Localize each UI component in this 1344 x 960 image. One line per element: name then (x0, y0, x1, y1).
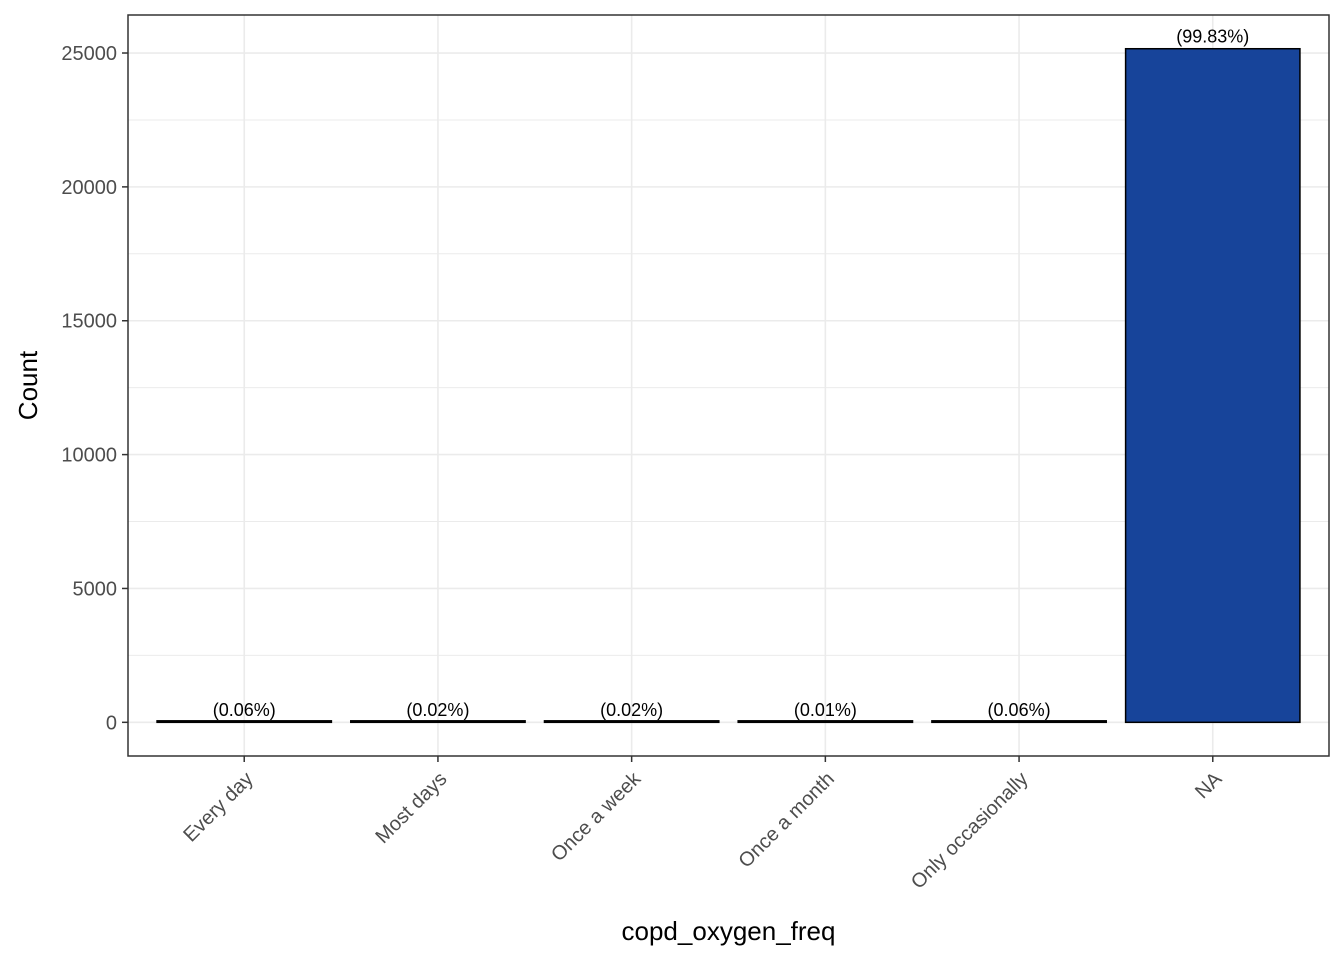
bar-na (1124, 47, 1301, 724)
data-label: (99.83%) (1176, 27, 1249, 47)
bar-once-a-week (543, 720, 720, 724)
x-tick-label: Most days (371, 768, 451, 848)
x-tick-label: Every day (179, 768, 257, 846)
y-tick-label: 20000 (61, 177, 117, 199)
bar-most-days (350, 720, 526, 724)
y-axis-title: Count (13, 350, 43, 420)
panel-border (127, 14, 1330, 757)
data-label: (0.06%) (213, 700, 276, 720)
y-tick-label: 10000 (61, 445, 117, 467)
data-labels: (0.06%) (0.02%) (0.02%) (0.01%) (0.06%) (99.8… (213, 27, 1250, 721)
x-axis-title: copd_oxygen_freq (622, 916, 836, 946)
x-axis: Every day Most days Once a week Once a mont… (179, 756, 1227, 894)
bar-every-day (156, 720, 333, 724)
bars (156, 47, 1301, 724)
data-label: (0.02%) (406, 700, 469, 720)
y-tick-label: 0 (106, 712, 117, 734)
y-tick-label: 5000 (73, 578, 118, 600)
y-axis: 0 5000 10000 15000 20000 25000 (61, 43, 128, 734)
data-label: (0.06%) (988, 700, 1051, 720)
bar-once-a-month (737, 720, 914, 724)
x-tick-label: Once a week (547, 767, 646, 866)
x-tick-label: Once a month (735, 768, 839, 872)
y-tick-label: 15000 (61, 311, 117, 333)
x-tick-label: Only occasionally (907, 768, 1033, 894)
x-tick-label: NA (1191, 768, 1227, 804)
y-tick-label: 25000 (61, 43, 117, 65)
bar-only-occasionally (931, 720, 1107, 724)
data-label: (0.02%) (600, 700, 663, 720)
data-label: (0.01%) (794, 700, 857, 720)
